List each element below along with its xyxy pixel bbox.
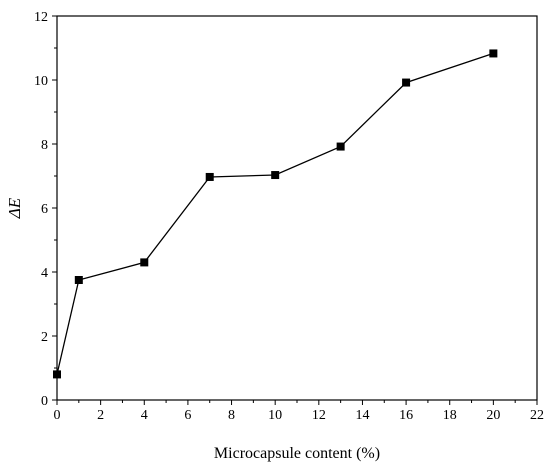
y-tick-label: 12 [34,10,48,25]
y-tick-label: 10 [34,74,48,89]
y-tick-label: 8 [41,138,48,153]
data-point [205,172,214,181]
axes [56,15,538,401]
series-line [56,52,494,375]
series [53,49,498,379]
x-tick-label: 18 [443,408,457,423]
data-point [53,370,61,379]
y-axis-title: ΔE [5,197,24,219]
data-point [140,258,149,267]
data-point [336,142,345,151]
x-tick-label: 6 [184,408,191,423]
x-tick-label: 2 [97,408,104,423]
ticks: 0 2 4 6 8 10 12 14 16 18 20 22 0 2 4 6 8 10 12 [34,10,544,423]
x-tick-label: 22 [530,408,544,423]
x-tick-label: 12 [312,408,326,423]
data-point [271,171,280,180]
y-tick-label: 4 [41,266,48,281]
x-tick-label: 20 [486,408,500,423]
plot-frame [56,15,538,401]
x-tick-label: 14 [355,408,369,423]
x-tick-label: 4 [141,408,148,423]
x-tick-label: 0 [54,408,61,423]
y-tick-label: 0 [41,394,48,409]
x-tick-label: 16 [399,408,413,423]
x-axis-title: Microcapsule content (%) [214,445,380,462]
x-tick-label: 8 [228,408,235,423]
data-point [74,276,83,284]
y-tick-label: 6 [41,202,48,217]
y-tick-label: 2 [41,330,48,345]
data-point [402,78,411,87]
x-tick-label: 10 [268,408,282,423]
data-point [489,49,498,58]
